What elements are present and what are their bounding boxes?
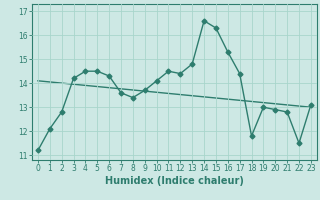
X-axis label: Humidex (Indice chaleur): Humidex (Indice chaleur) — [105, 176, 244, 186]
